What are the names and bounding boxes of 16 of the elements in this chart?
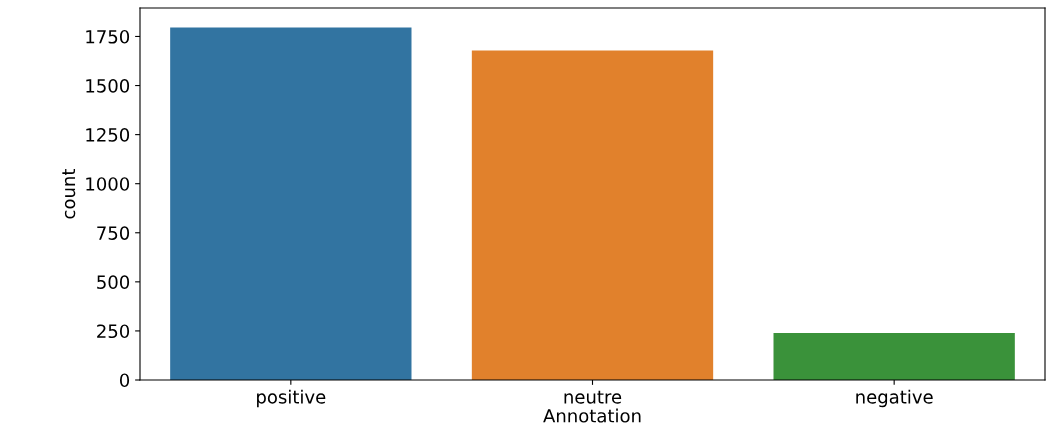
y-tick-label: 1000 (86, 177, 130, 191)
y-tick-label: 1500 (86, 79, 130, 93)
y-tick-label: 250 (97, 324, 130, 339)
y-tick-label: 1750 (86, 29, 130, 44)
x-tick-label: negative (856, 389, 933, 408)
x-tick-label: neutre (564, 390, 622, 404)
x-tick-label: positive (257, 389, 326, 408)
bar (471, 50, 714, 380)
y-axis-title: count (62, 168, 76, 219)
y-tick-label: 500 (97, 275, 130, 289)
y-tick-label: 750 (97, 226, 130, 240)
bar (773, 332, 1015, 380)
y-tick-label: 1250 (86, 128, 130, 142)
x-axis-title: Annotation (543, 408, 641, 423)
y-tick-label: 0 (119, 373, 130, 388)
bar (170, 27, 412, 380)
